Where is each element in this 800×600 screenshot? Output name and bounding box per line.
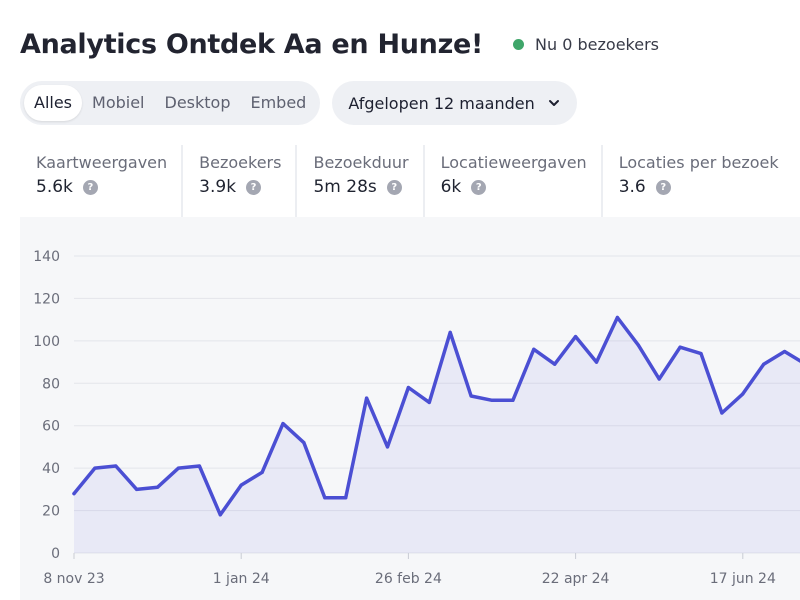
data-point bbox=[239, 483, 243, 487]
data-point bbox=[176, 466, 181, 470]
data-point bbox=[678, 345, 682, 349]
y-tick-label: 60 bbox=[42, 419, 60, 435]
page-title: Analytics Ontdek Aa en Hunze! bbox=[20, 28, 484, 60]
chevron-down-icon bbox=[548, 100, 559, 106]
metric-value: 3.9k bbox=[199, 177, 237, 197]
y-tick-label: 20 bbox=[42, 504, 60, 520]
data-point bbox=[385, 445, 390, 449]
date-range-dropdown[interactable]: Afgelopen 12 maanden bbox=[332, 81, 577, 125]
metric-bezoekduur: Bezoekduur 5m 28s? bbox=[297, 145, 425, 217]
data-point bbox=[323, 496, 327, 500]
data-point bbox=[699, 352, 703, 356]
metric-locatieweergaven: Locatieweergaven 6k? bbox=[425, 145, 603, 217]
help-icon[interactable]: ? bbox=[655, 179, 671, 195]
y-tick-label: 100 bbox=[33, 334, 60, 350]
metric-value: 6k bbox=[440, 177, 462, 197]
data-point bbox=[783, 349, 787, 354]
metric-label: Kaartweergaven bbox=[36, 153, 168, 172]
metric-kaartweergaven: Kaartweergaven 5.6k? bbox=[20, 145, 184, 217]
help-icon[interactable]: ? bbox=[386, 179, 402, 195]
tab-mobiel[interactable]: Mobiel bbox=[92, 93, 145, 112]
help-icon[interactable]: ? bbox=[471, 179, 487, 195]
metric-label: Locatieweergaven bbox=[440, 153, 587, 172]
data-point bbox=[574, 335, 578, 339]
data-point bbox=[490, 398, 494, 402]
data-point bbox=[636, 343, 640, 347]
tab-embed[interactable]: Embed bbox=[250, 93, 307, 112]
y-tick-label: 80 bbox=[42, 376, 60, 392]
chart-svg: 0 20 40 60 80 100 120 140 8 nov 23 1 jan 24 26 feb… bbox=[33, 249, 800, 587]
filter-bar: Alles Mobiel Desktop Embed Afgelopen 12 … bbox=[20, 81, 577, 125]
data-point bbox=[762, 362, 766, 366]
data-point bbox=[553, 362, 557, 366]
header: Analytics Ontdek Aa en Hunze! Nu 0 bezoe… bbox=[20, 26, 659, 62]
data-point bbox=[427, 400, 431, 404]
visitors-chart: 0 20 40 60 80 100 120 140 8 nov 23 1 jan 24 26 feb… bbox=[20, 217, 800, 600]
metric-value: 5.6k bbox=[36, 177, 73, 197]
metric-label: Locaties per bezoek bbox=[618, 153, 779, 172]
data-point bbox=[469, 394, 473, 398]
data-point bbox=[72, 492, 76, 496]
y-tick-label: 0 bbox=[51, 546, 60, 562]
help-icon[interactable]: ? bbox=[246, 179, 262, 195]
tab-desktop[interactable]: Desktop bbox=[164, 93, 231, 112]
live-visitors-indicator: Nu 0 bezoekers bbox=[513, 35, 659, 54]
metric-bezoekers: Bezoekers 3.9k? bbox=[183, 145, 298, 217]
data-point bbox=[344, 496, 348, 500]
help-icon[interactable]: ? bbox=[82, 179, 98, 195]
data-point bbox=[281, 422, 285, 426]
data-point bbox=[135, 487, 139, 491]
data-point bbox=[260, 470, 264, 474]
x-tick-label: 26 feb 24 bbox=[375, 571, 442, 587]
data-point bbox=[594, 360, 599, 364]
x-tick-label: 8 nov 23 bbox=[43, 571, 104, 587]
data-point bbox=[365, 396, 369, 400]
metric-value: 5m 28s bbox=[313, 177, 377, 197]
live-status-dot bbox=[513, 38, 525, 50]
data-point bbox=[302, 441, 306, 445]
x-tick-label: 17 jun 24 bbox=[710, 571, 776, 587]
x-tick-label: 22 apr 24 bbox=[542, 571, 610, 587]
series-area bbox=[74, 317, 800, 553]
data-point bbox=[511, 398, 515, 402]
y-tick-label: 120 bbox=[33, 291, 60, 307]
metric-label: Bezoekers bbox=[199, 153, 282, 172]
x-tick-label: 1 jan 24 bbox=[213, 571, 270, 587]
device-tabs: Alles Mobiel Desktop Embed bbox=[20, 81, 321, 125]
data-point bbox=[720, 411, 724, 415]
data-point bbox=[93, 466, 97, 470]
metric-locaties-per-bezoek: Locaties per bezoek 3.6? bbox=[603, 145, 793, 217]
live-visitors-label: Nu 0 bezoekers bbox=[535, 34, 659, 54]
data-point bbox=[197, 464, 201, 468]
y-tick-label: 140 bbox=[33, 249, 60, 265]
date-range-label: Afgelopen 12 maanden bbox=[348, 93, 535, 113]
data-point bbox=[657, 377, 661, 381]
data-point bbox=[741, 392, 745, 396]
metric-value: 3.6 bbox=[618, 177, 646, 197]
data-point bbox=[448, 330, 452, 334]
data-point bbox=[406, 385, 410, 390]
data-point bbox=[156, 485, 160, 489]
series-line bbox=[72, 315, 800, 517]
metric-label: Bezoekduur bbox=[313, 153, 409, 172]
data-point bbox=[532, 347, 536, 351]
data-point bbox=[615, 315, 620, 320]
data-point bbox=[218, 513, 222, 517]
tab-alles[interactable]: Alles bbox=[24, 85, 83, 121]
y-tick-label: 40 bbox=[42, 461, 60, 477]
data-point bbox=[114, 464, 118, 468]
metrics-bar: Kaartweergaven 5.6k? Bezoekers 3.9k? Bez… bbox=[20, 145, 800, 217]
